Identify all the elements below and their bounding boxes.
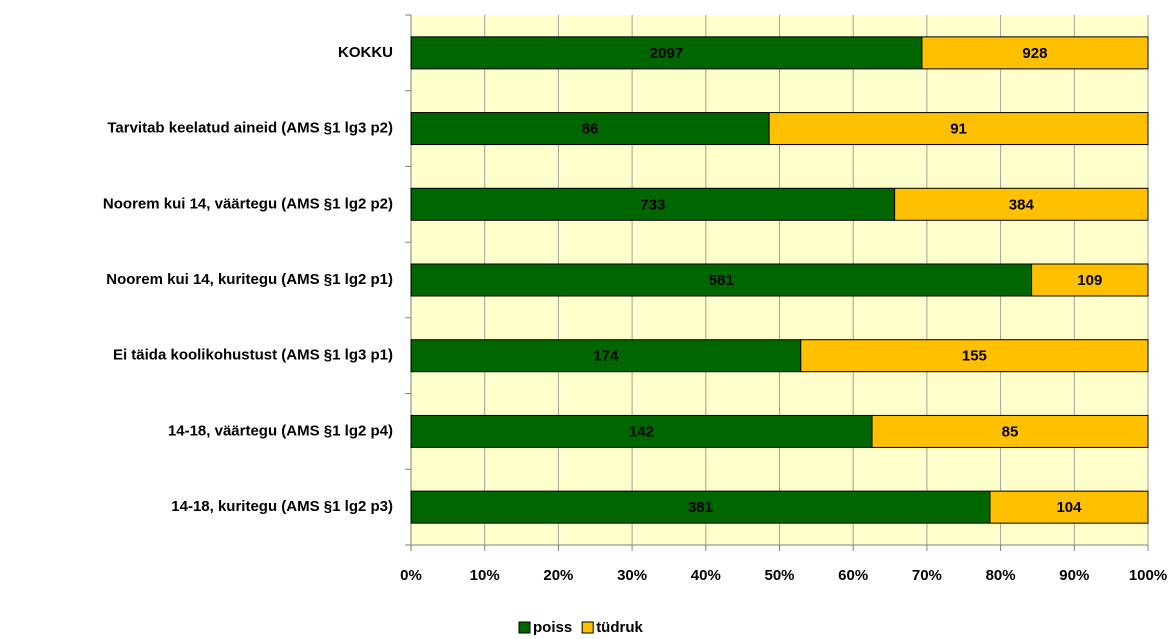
x-tick-label: 70%	[912, 567, 942, 584]
data-label: 142	[629, 423, 654, 440]
bar-segment	[410, 36, 923, 70]
y-tick-label: KOKKU	[338, 44, 393, 61]
bar-segment	[410, 112, 770, 146]
data-label: 174	[593, 348, 619, 365]
legend-label: poiss	[533, 619, 572, 636]
x-tick-label: 10%	[470, 567, 500, 584]
bar-segment	[410, 339, 802, 373]
data-label: 384	[1009, 196, 1035, 213]
data-label: 928	[1022, 45, 1047, 62]
legend-swatch	[581, 621, 594, 634]
x-tick-label: 100%	[1129, 567, 1167, 584]
data-label: 155	[962, 348, 987, 365]
data-label: 109	[1077, 272, 1102, 289]
data-label: 86	[582, 121, 599, 138]
bar-segment	[410, 187, 896, 221]
bar-segment	[768, 112, 1149, 146]
y-tick-label: Noorem kui 14, väärtegu (AMS §1 lg2 p2)	[103, 195, 393, 212]
y-tick-label: Ei täida koolikohustust (AMS §1 lg3 p1)	[113, 347, 393, 364]
data-label: 581	[709, 272, 734, 289]
x-tick-label: 0%	[400, 567, 422, 584]
x-tick-label: 50%	[764, 567, 794, 584]
x-tick-label: 90%	[1059, 567, 1089, 584]
x-tick-label: 40%	[691, 567, 721, 584]
bar-segment	[410, 414, 873, 448]
bar-segment	[410, 263, 1033, 297]
data-label: 104	[1056, 499, 1082, 516]
y-tick-label: 14-18, väärtegu (AMS §1 lg2 p4)	[168, 422, 393, 439]
y-tick-label: Tarvitab keelatud aineid (AMS §1 lg3 p2)	[107, 120, 393, 137]
data-label: 91	[950, 121, 967, 138]
data-label: 733	[640, 196, 665, 213]
legend-label: tüdruk	[596, 619, 643, 636]
bar-segment	[1031, 263, 1149, 297]
bar-segment	[871, 414, 1149, 448]
y-tick-label: 14-18, kuritegu (AMS §1 lg2 p3)	[171, 498, 393, 515]
bar-segment	[410, 490, 991, 524]
legend-swatch	[518, 621, 531, 634]
bar-segment	[800, 339, 1149, 373]
x-tick-label: 60%	[838, 567, 868, 584]
x-tick-label: 80%	[986, 567, 1016, 584]
y-tick-label: Noorem kui 14, kuritegu (AMS §1 lg2 p1)	[106, 271, 393, 288]
x-tick-label: 30%	[617, 567, 647, 584]
bar-segment	[921, 36, 1149, 70]
bar-segment	[894, 187, 1149, 221]
data-label: 2097	[650, 45, 683, 62]
bar-segment	[989, 490, 1149, 524]
x-tick-label: 20%	[543, 567, 573, 584]
data-label: 381	[688, 499, 713, 516]
data-label: 85	[1002, 423, 1019, 440]
